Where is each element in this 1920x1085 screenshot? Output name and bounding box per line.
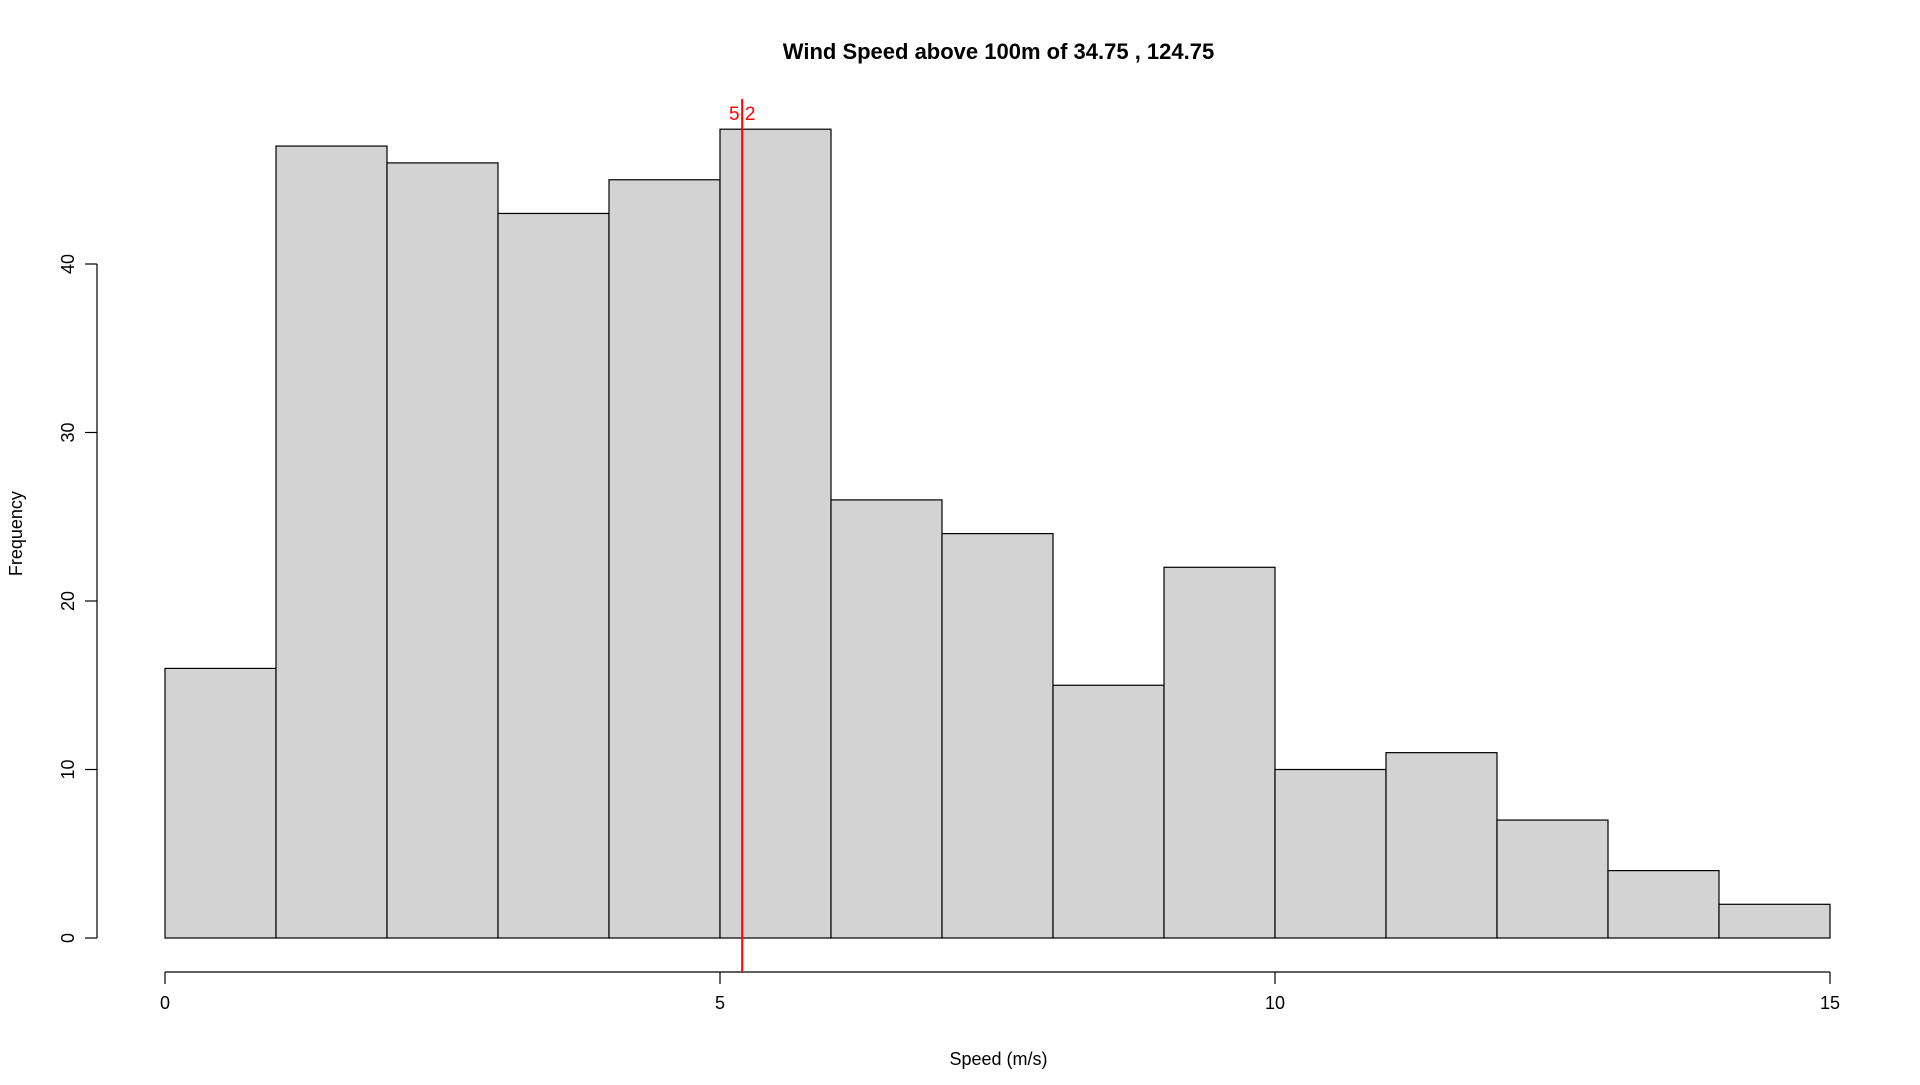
histogram-bar (275, 145, 388, 939)
histogram-bar (497, 212, 610, 939)
histogram-bar (1274, 768, 1387, 939)
x-tick-label: 0 (160, 993, 170, 1013)
x-tick-label: 15 (1820, 993, 1840, 1013)
y-tick-label: 10 (58, 759, 78, 779)
reference-line-group: 5.2 (729, 99, 755, 972)
x-tick-label: 5 (715, 993, 725, 1013)
histogram-bar (719, 128, 832, 939)
histogram-bar (1163, 566, 1276, 939)
histogram-bar (941, 532, 1054, 939)
histogram-bar (1718, 903, 1831, 939)
histogram-bar (1385, 752, 1498, 939)
bars-layer (164, 128, 1831, 939)
y-tick-label: 30 (58, 422, 78, 442)
histogram-bar (1052, 684, 1165, 939)
histogram-bar (386, 162, 499, 939)
histogram-bar (830, 499, 943, 939)
x-axis: 0 5 10 15 (160, 971, 1840, 1013)
y-tick-label: 40 (58, 254, 78, 274)
y-tick-label: 0 (58, 933, 78, 943)
histogram-bar (1607, 869, 1720, 939)
chart-title: Wind Speed above 100m of 34.75 , 124.75 (783, 39, 1214, 64)
histogram-bar (1496, 819, 1609, 939)
y-tick-label: 20 (58, 591, 78, 611)
reference-line-label: 5.2 (729, 104, 755, 125)
histogram-bar (164, 667, 277, 939)
histogram-bar (608, 179, 721, 939)
x-tick-label: 10 (1265, 993, 1285, 1013)
x-axis-label: Speed (m/s) (949, 1049, 1047, 1069)
y-axis: 0 10 20 30 40 (58, 254, 98, 943)
y-axis-label: Frequency (6, 491, 26, 576)
